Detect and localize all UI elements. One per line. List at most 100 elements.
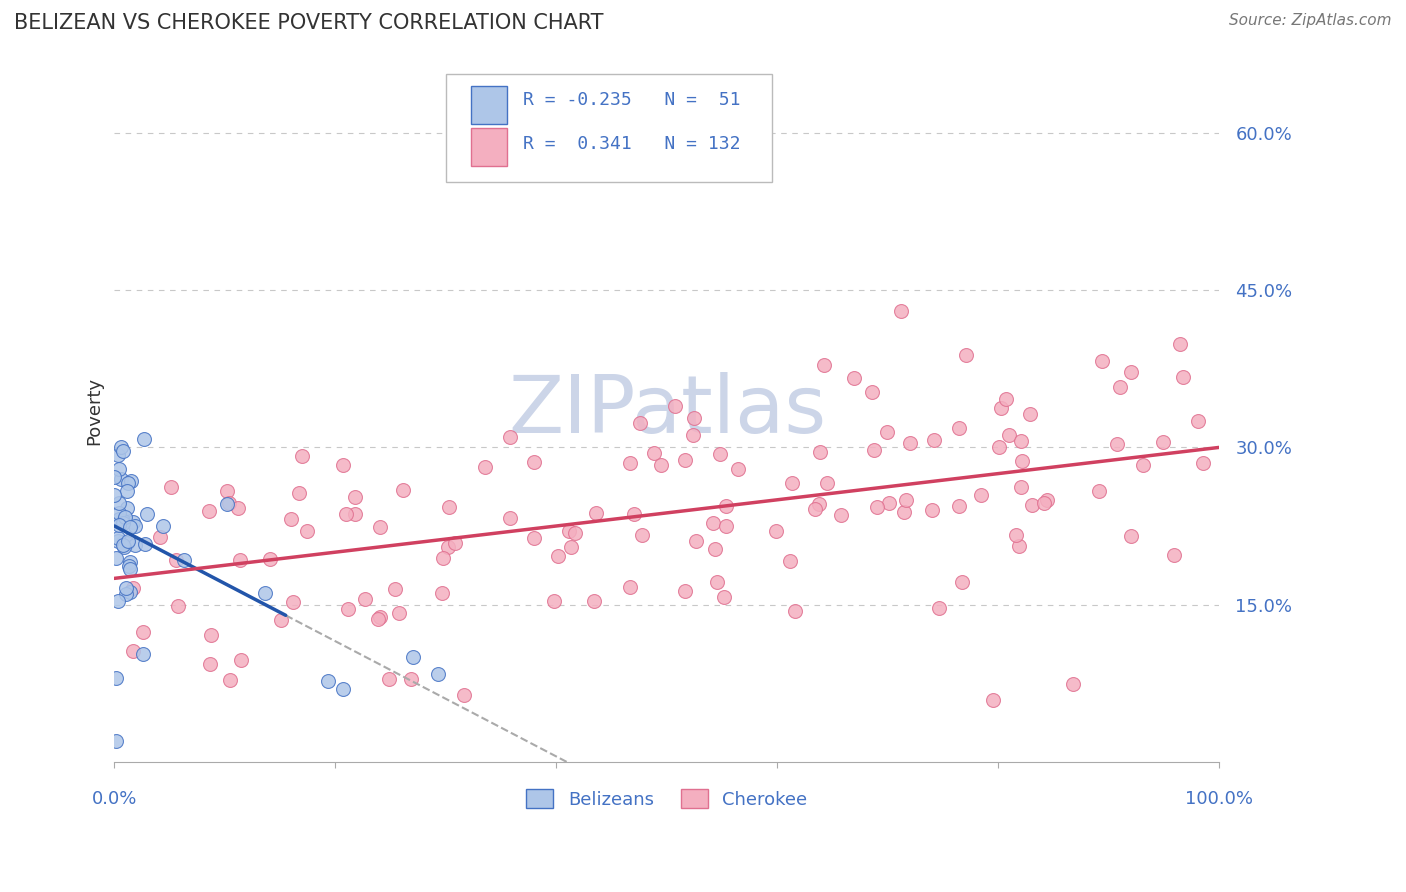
- Point: [988, 440, 1011, 454]
- Point: [1121, 529, 1143, 543]
- Point: [664, 399, 686, 413]
- Point: [1152, 434, 1174, 449]
- Point: [1008, 539, 1031, 553]
- Point: [1105, 437, 1128, 451]
- Point: [1192, 456, 1215, 470]
- Point: [229, 553, 252, 567]
- Point: [808, 445, 831, 459]
- Point: [1187, 414, 1209, 428]
- Point: [702, 516, 724, 530]
- Point: [643, 446, 665, 460]
- Point: [115, 536, 138, 550]
- Point: [112, 541, 135, 555]
- Point: [254, 585, 277, 599]
- Point: [628, 416, 651, 430]
- Point: [124, 537, 146, 551]
- Point: [1132, 458, 1154, 472]
- Point: [108, 496, 131, 510]
- Point: [217, 497, 239, 511]
- Point: [585, 506, 607, 520]
- Point: [112, 514, 135, 528]
- Point: [120, 584, 142, 599]
- Point: [270, 613, 292, 627]
- Point: [197, 504, 219, 518]
- Point: [114, 581, 136, 595]
- Point: [619, 456, 641, 470]
- Point: [335, 507, 357, 521]
- Text: BELIZEAN VS CHEROKEE POVERTY CORRELATION CHART: BELIZEAN VS CHEROKEE POVERTY CORRELATION…: [14, 13, 603, 33]
- Point: [173, 553, 195, 567]
- Point: [107, 594, 129, 608]
- Text: 0.0%: 0.0%: [91, 789, 138, 808]
- Point: [108, 517, 131, 532]
- Text: ZIPatlas: ZIPatlas: [508, 372, 825, 450]
- Point: [105, 550, 128, 565]
- Point: [998, 427, 1021, 442]
- Point: [134, 432, 156, 446]
- Point: [1018, 408, 1040, 422]
- Point: [121, 581, 143, 595]
- Point: [148, 530, 170, 544]
- Point: [426, 666, 449, 681]
- Point: [336, 602, 359, 616]
- Point: [134, 536, 156, 550]
- Point: [558, 524, 581, 539]
- Point: [131, 648, 153, 662]
- Point: [120, 562, 142, 576]
- Point: [1021, 498, 1043, 512]
- Point: [1005, 528, 1028, 542]
- Point: [219, 673, 242, 687]
- Point: [685, 533, 707, 548]
- Point: [115, 501, 138, 516]
- Point: [354, 592, 377, 607]
- Point: [1109, 380, 1132, 394]
- Point: [107, 533, 129, 548]
- Point: [807, 497, 830, 511]
- Point: [779, 554, 801, 568]
- Point: [378, 672, 401, 686]
- Point: [1171, 369, 1194, 384]
- Text: R = -0.235   N =  51: R = -0.235 N = 51: [523, 91, 741, 109]
- Point: [259, 552, 281, 566]
- Point: [683, 411, 706, 425]
- Point: [948, 499, 970, 513]
- Point: [950, 574, 973, 589]
- Point: [344, 507, 367, 521]
- Point: [1163, 548, 1185, 562]
- Point: [229, 652, 252, 666]
- Point: [392, 483, 415, 497]
- Point: [215, 484, 238, 499]
- Point: [401, 672, 423, 686]
- Point: [921, 503, 943, 517]
- Point: [280, 511, 302, 525]
- Point: [523, 531, 546, 545]
- Point: [118, 520, 141, 534]
- Legend: Belizeans, Cherokee: Belizeans, Cherokee: [519, 782, 815, 816]
- Point: [682, 428, 704, 442]
- Point: [388, 606, 411, 620]
- Point: [866, 500, 889, 515]
- Point: [198, 657, 221, 671]
- Point: [547, 549, 569, 564]
- Point: [1062, 677, 1084, 691]
- Point: [112, 535, 135, 549]
- Point: [432, 551, 454, 566]
- Point: [948, 421, 970, 435]
- Point: [453, 688, 475, 702]
- Point: [894, 493, 917, 508]
- Point: [120, 474, 142, 488]
- Point: [783, 604, 806, 618]
- Point: [135, 507, 157, 521]
- Point: [436, 541, 458, 555]
- Point: [650, 458, 672, 472]
- Point: [368, 610, 391, 624]
- Point: [716, 519, 738, 533]
- Point: [922, 434, 945, 448]
- Point: [970, 488, 993, 502]
- FancyBboxPatch shape: [471, 128, 506, 166]
- Point: [619, 580, 641, 594]
- Point: [893, 505, 915, 519]
- Point: [862, 443, 884, 458]
- Point: [443, 535, 465, 549]
- Point: [1033, 496, 1056, 510]
